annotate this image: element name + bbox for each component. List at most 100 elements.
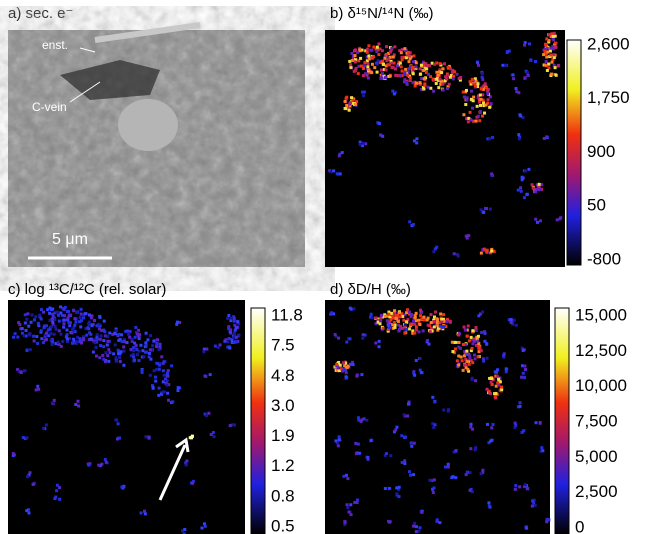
pixel — [414, 319, 418, 323]
pixel — [226, 345, 230, 349]
pixel — [128, 335, 132, 339]
pixel — [435, 519, 439, 523]
pixel — [152, 339, 156, 343]
pixel — [521, 348, 525, 352]
pixel — [481, 357, 485, 361]
pixel — [479, 103, 483, 107]
pixel — [154, 379, 158, 383]
pixel — [469, 335, 473, 339]
pixel — [106, 335, 110, 339]
pixel — [476, 96, 480, 100]
pixel — [24, 328, 28, 332]
pixel — [26, 312, 30, 316]
pixel — [374, 341, 378, 345]
pixel — [232, 319, 236, 323]
pixel — [398, 49, 402, 53]
pixel — [470, 490, 474, 494]
pixel — [387, 310, 391, 314]
pixel — [438, 326, 442, 330]
pixel — [156, 361, 160, 365]
pixel — [388, 315, 392, 319]
pixel — [432, 320, 436, 324]
pixel — [224, 338, 228, 342]
pixel — [482, 84, 486, 88]
pixel — [533, 503, 537, 507]
pixel — [406, 318, 410, 322]
pixel — [344, 361, 348, 365]
pixel — [81, 338, 85, 342]
pixel — [407, 402, 411, 406]
pixel — [553, 43, 557, 47]
pixel — [178, 386, 182, 390]
pixel — [426, 323, 430, 327]
pixel — [418, 368, 422, 372]
pixel — [58, 497, 62, 501]
pixel — [431, 422, 435, 426]
pixel — [119, 350, 123, 354]
colorbar-tick-label: 0.8 — [271, 486, 295, 505]
pixel — [93, 319, 97, 323]
pixel — [452, 340, 456, 344]
pixel — [413, 373, 417, 377]
pixel — [122, 349, 126, 353]
pixel — [486, 98, 490, 102]
pixel — [411, 329, 415, 333]
pixel — [382, 68, 386, 72]
pixel — [545, 55, 549, 59]
pixel — [106, 339, 110, 343]
pixel — [389, 318, 393, 322]
pixel — [412, 473, 416, 477]
pixel — [372, 45, 376, 49]
pixel — [485, 387, 489, 391]
pixel — [446, 462, 450, 466]
pixel — [116, 348, 120, 352]
pixel — [28, 471, 32, 475]
pixel — [466, 324, 470, 328]
pixel — [237, 333, 241, 337]
pixel — [362, 64, 366, 68]
pixel — [102, 339, 106, 343]
pixel — [94, 337, 98, 341]
pixel — [381, 326, 385, 330]
pixel — [74, 320, 78, 324]
pixel — [476, 355, 480, 359]
pixel — [479, 472, 483, 476]
pixel — [236, 320, 240, 324]
pixel — [161, 390, 165, 394]
pixel — [483, 111, 487, 115]
pixel — [520, 178, 524, 182]
pixel — [476, 85, 480, 89]
pixel — [469, 118, 473, 122]
pixel — [230, 340, 234, 344]
pixel — [64, 335, 68, 339]
pixel — [429, 86, 433, 90]
pixel — [472, 339, 476, 343]
pixel — [202, 350, 206, 354]
pixel — [408, 76, 412, 80]
pixel — [552, 63, 556, 67]
pixel — [381, 62, 385, 66]
pixel — [517, 91, 521, 95]
pixel — [458, 78, 462, 82]
pixel — [400, 326, 404, 330]
pixel — [26, 475, 30, 479]
colorbar-tick-label: 1,750 — [587, 88, 630, 107]
pixel — [56, 310, 60, 314]
pixel — [354, 102, 358, 106]
pixel — [346, 506, 350, 510]
pixel — [433, 423, 437, 427]
pixel — [98, 337, 102, 341]
pixel — [57, 486, 61, 490]
pixel — [507, 318, 511, 322]
pixel — [527, 167, 531, 171]
pixel — [337, 336, 341, 340]
pixel — [495, 374, 499, 378]
pixel — [394, 90, 398, 94]
pixel — [28, 348, 32, 352]
pixel — [77, 404, 81, 408]
pixel — [166, 391, 170, 395]
pixel — [228, 330, 232, 334]
pixel — [383, 313, 387, 317]
pixel — [364, 142, 368, 146]
pixel — [549, 72, 553, 76]
